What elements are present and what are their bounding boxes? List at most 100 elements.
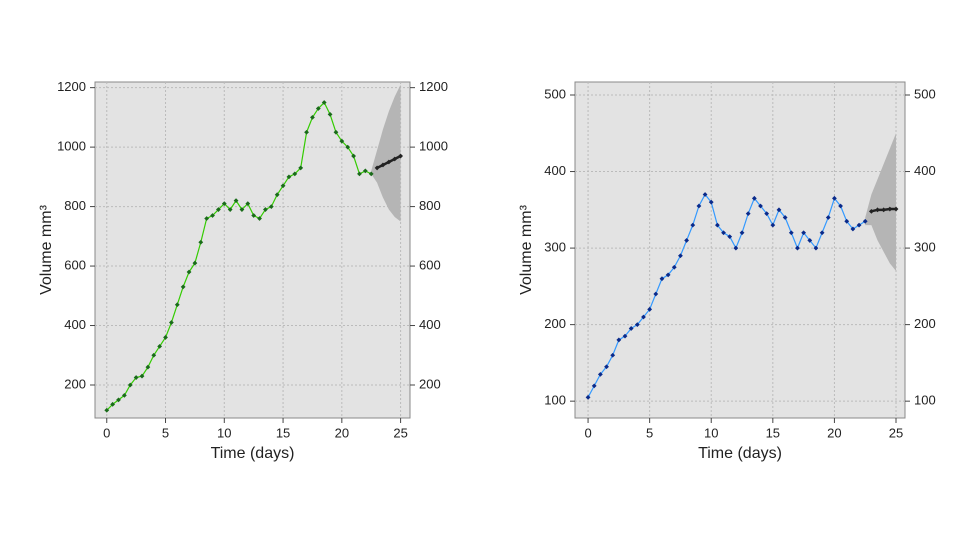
data-point xyxy=(168,320,174,325)
series-line xyxy=(587,193,866,398)
data-point xyxy=(733,245,739,251)
x-tick-label: 25 xyxy=(889,425,903,440)
data-point xyxy=(659,276,665,282)
y2-tick-label: 300 xyxy=(914,240,936,255)
data-point xyxy=(764,211,770,217)
data-point xyxy=(139,373,145,379)
series-line xyxy=(106,101,372,411)
x-tick-label: 15 xyxy=(766,425,780,440)
data-point xyxy=(690,222,696,228)
data-point xyxy=(374,165,380,171)
data-point xyxy=(216,207,221,212)
data-point xyxy=(727,234,733,240)
x-tick-label: 15 xyxy=(276,425,290,440)
data-point xyxy=(116,397,121,403)
data-point xyxy=(708,199,714,205)
data-point xyxy=(678,253,683,259)
x-axis-label: Time (days) xyxy=(698,445,782,462)
data-point xyxy=(591,383,597,389)
y-tick-label: 1200 xyxy=(57,79,86,94)
data-point xyxy=(795,245,800,251)
data-point xyxy=(298,165,304,171)
data-point xyxy=(801,230,807,236)
data-point xyxy=(345,144,351,150)
data-point xyxy=(881,207,887,213)
data-point xyxy=(210,213,215,218)
y2-tick-label: 500 xyxy=(914,86,936,101)
data-point xyxy=(339,138,345,144)
data-point xyxy=(850,226,856,232)
data-point xyxy=(653,291,659,297)
data-point xyxy=(327,112,333,117)
data-point xyxy=(245,201,251,207)
data-point xyxy=(696,203,702,209)
data-point xyxy=(186,269,192,275)
data-point xyxy=(286,174,292,180)
data-point xyxy=(585,394,591,400)
data-point xyxy=(157,343,163,349)
y2-tick-label: 600 xyxy=(419,257,441,272)
data-point xyxy=(770,222,776,228)
y-tick-label: 200 xyxy=(544,316,566,331)
data-point xyxy=(110,401,116,407)
data-point xyxy=(807,238,813,243)
data-point xyxy=(616,337,622,343)
data-point xyxy=(684,238,690,243)
data-point xyxy=(257,216,262,221)
data-point xyxy=(386,159,392,165)
y-axis-label: Volume mm³ xyxy=(518,204,535,294)
data-point xyxy=(398,153,403,159)
data-point xyxy=(204,216,210,221)
data-point xyxy=(788,230,794,236)
data-point xyxy=(819,230,825,236)
data-point xyxy=(745,211,751,217)
x-tick-label: 5 xyxy=(162,425,169,440)
data-point xyxy=(838,203,843,209)
data-point xyxy=(862,218,868,224)
data-point xyxy=(104,407,110,413)
data-point xyxy=(622,333,628,339)
data-point xyxy=(362,168,368,174)
data-point xyxy=(647,306,653,312)
data-point xyxy=(127,382,133,388)
y2-tick-label: 800 xyxy=(419,198,441,213)
y2-tick-label: 100 xyxy=(914,393,936,408)
data-point xyxy=(227,207,233,212)
x-tick-label: 0 xyxy=(103,425,110,440)
data-point xyxy=(856,222,862,228)
data-point xyxy=(280,183,286,189)
data-point xyxy=(304,129,309,135)
data-point xyxy=(844,218,850,224)
data-point xyxy=(665,272,671,278)
data-point xyxy=(825,215,831,220)
x-tick-label: 25 xyxy=(393,425,407,440)
x-tick-label: 10 xyxy=(217,425,231,440)
data-point xyxy=(351,153,356,159)
x-axis-label: Time (days) xyxy=(211,445,295,462)
plot-area xyxy=(574,81,906,419)
data-point xyxy=(628,326,634,331)
y2-tick-label: 1000 xyxy=(419,139,448,154)
x-tick-label: 0 xyxy=(584,425,591,440)
y2-tick-label: 1200 xyxy=(419,79,448,94)
data-point xyxy=(292,171,298,177)
data-point xyxy=(268,204,274,209)
data-point xyxy=(721,230,726,236)
data-point xyxy=(163,335,168,340)
x-tick-label: 20 xyxy=(335,425,349,440)
y2-tick-label: 400 xyxy=(419,317,441,332)
data-point xyxy=(251,213,257,218)
data-point xyxy=(597,371,603,377)
data-point xyxy=(233,198,239,204)
y-tick-label: 400 xyxy=(64,317,86,332)
y-tick-label: 600 xyxy=(64,257,86,272)
data-point xyxy=(321,100,327,105)
data-point xyxy=(714,222,720,228)
data-point xyxy=(198,239,204,245)
data-point xyxy=(274,192,280,198)
data-point xyxy=(887,206,893,212)
data-point xyxy=(641,314,646,320)
data-point xyxy=(121,393,127,398)
data-point xyxy=(357,171,362,177)
